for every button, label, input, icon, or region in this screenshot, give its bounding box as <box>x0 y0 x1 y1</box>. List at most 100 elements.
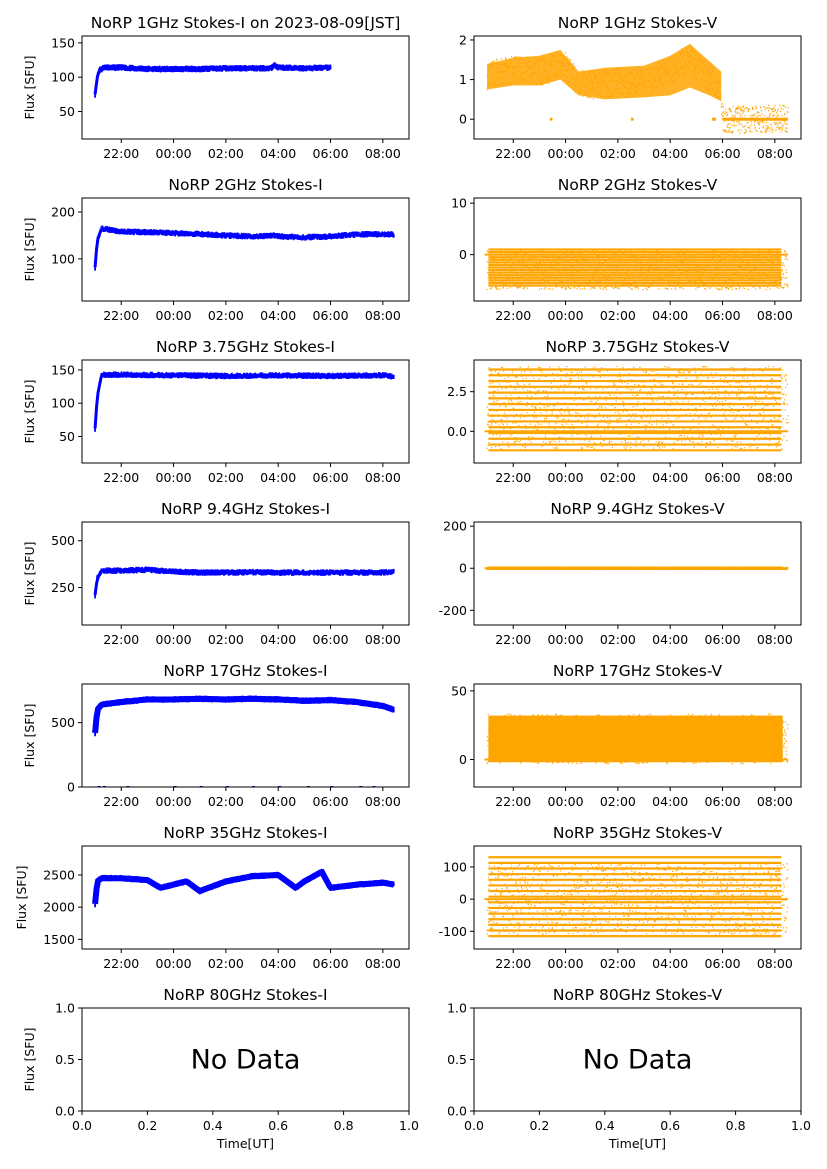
stokes-v-point <box>673 257 675 259</box>
stokes-v-point <box>704 288 707 290</box>
stokes-v-point <box>727 288 729 291</box>
stokes-v-point <box>503 283 505 285</box>
stokes-v-point <box>731 115 733 118</box>
stokes-v-point <box>778 123 780 125</box>
stokes-v-point <box>593 287 595 290</box>
stokes-v-point <box>656 260 658 262</box>
stokes-v-point <box>724 131 726 133</box>
stokes-v-point <box>570 287 572 290</box>
stokes-v-point <box>561 287 564 289</box>
stokes-v-point <box>784 258 786 260</box>
stokes-v-point <box>492 61 494 63</box>
stokes-v-point <box>556 270 558 273</box>
stokes-v-point <box>781 124 783 126</box>
stokes-v-point <box>541 287 543 290</box>
stokes-v-point <box>725 129 727 131</box>
stokes-v-point <box>518 286 520 288</box>
stokes-v-point <box>770 127 772 129</box>
stokes-v-point <box>753 114 755 117</box>
stokes-v-point <box>755 105 757 107</box>
stokes-v-point <box>723 121 725 123</box>
stokes-v-point <box>517 278 519 280</box>
stokes-v-point <box>777 108 779 110</box>
stokes-v-point <box>526 265 528 267</box>
stokes-v-point <box>771 131 773 133</box>
stokes-v-point <box>736 113 738 115</box>
stokes-v-point <box>559 273 561 275</box>
stokes-v-point <box>697 265 699 267</box>
stokes-v-point <box>646 288 648 291</box>
stokes-i-point <box>94 94 96 98</box>
stokes-v-point <box>739 286 741 288</box>
stokes-v-point <box>760 130 762 132</box>
stokes-v-point <box>739 106 741 108</box>
stokes-v-point <box>589 280 591 283</box>
stokes-v-point <box>549 276 551 278</box>
stokes-v-point <box>782 125 785 127</box>
stokes-v-point <box>775 115 777 118</box>
stokes-v-point <box>648 286 650 288</box>
stokes-v-point <box>514 268 516 270</box>
subplot-title: NoRP 2GHz Stokes-V <box>558 176 718 194</box>
stokes-v-point <box>781 276 783 279</box>
stokes-v-point <box>786 258 789 260</box>
stokes-v-point <box>517 286 519 288</box>
stokes-v-point <box>489 287 492 290</box>
stokes-v-point <box>602 288 604 291</box>
stokes-v-point <box>735 108 737 110</box>
stokes-v-point <box>585 250 587 252</box>
stokes-v-point <box>641 250 643 252</box>
stokes-v-point <box>512 263 514 265</box>
stokes-v-point <box>573 287 575 289</box>
stokes-v-point <box>779 128 781 130</box>
stokes-v-point <box>556 283 558 285</box>
stokes-v-point <box>508 260 511 262</box>
stokes-v-point <box>786 110 789 113</box>
stokes-v-point <box>728 128 731 130</box>
stokes-v-point <box>579 288 581 290</box>
stokes-v-point <box>732 120 734 122</box>
stokes-v-point <box>774 110 776 112</box>
stokes-v-point <box>767 125 769 127</box>
stokes-v-point <box>539 262 542 265</box>
stokes-v-point <box>543 288 545 290</box>
stokes-v-point <box>677 283 679 285</box>
stokes-v-point <box>635 286 637 288</box>
stokes-v-point <box>780 262 783 264</box>
stokes-v-point <box>730 132 733 134</box>
stokes-v-point <box>705 283 707 285</box>
stokes-v-point <box>552 288 554 290</box>
stokes-v-point <box>510 56 512 58</box>
stokes-v-point <box>772 268 774 270</box>
stokes-v-point <box>670 288 673 290</box>
stokes-v-point <box>755 107 758 109</box>
stokes-v-point <box>675 265 677 267</box>
stokes-v-point <box>766 116 768 119</box>
stokes-v-point <box>517 252 519 255</box>
stokes-v-point <box>592 286 595 289</box>
stokes-v-point <box>760 130 762 133</box>
stokes-v-point <box>750 120 752 123</box>
stokes-v-point <box>779 104 781 106</box>
stokes-v-point <box>637 286 639 288</box>
stokes-v-point <box>725 286 728 289</box>
x-tick-label: 22:00 <box>103 308 139 323</box>
x-tick-label: 04:00 <box>652 308 688 323</box>
stokes-v-point <box>765 131 768 133</box>
stokes-v-point <box>486 261 489 263</box>
stokes-v-point <box>734 110 736 113</box>
stokes-v-point <box>634 287 636 289</box>
stokes-v-point <box>758 286 761 288</box>
stokes-v-point <box>772 110 775 113</box>
stokes-v-point <box>727 287 730 290</box>
stokes-v-point <box>758 250 760 252</box>
stokes-v-point <box>678 268 681 270</box>
stokes-v-point <box>595 280 597 283</box>
stokes-v-point <box>723 129 726 131</box>
stokes-v-point <box>767 126 769 128</box>
stokes-v-point <box>722 105 725 108</box>
stokes-v-point <box>491 287 493 289</box>
stokes-v-point <box>768 116 770 118</box>
stokes-v-point <box>783 287 785 289</box>
stokes-v-point <box>751 131 753 133</box>
